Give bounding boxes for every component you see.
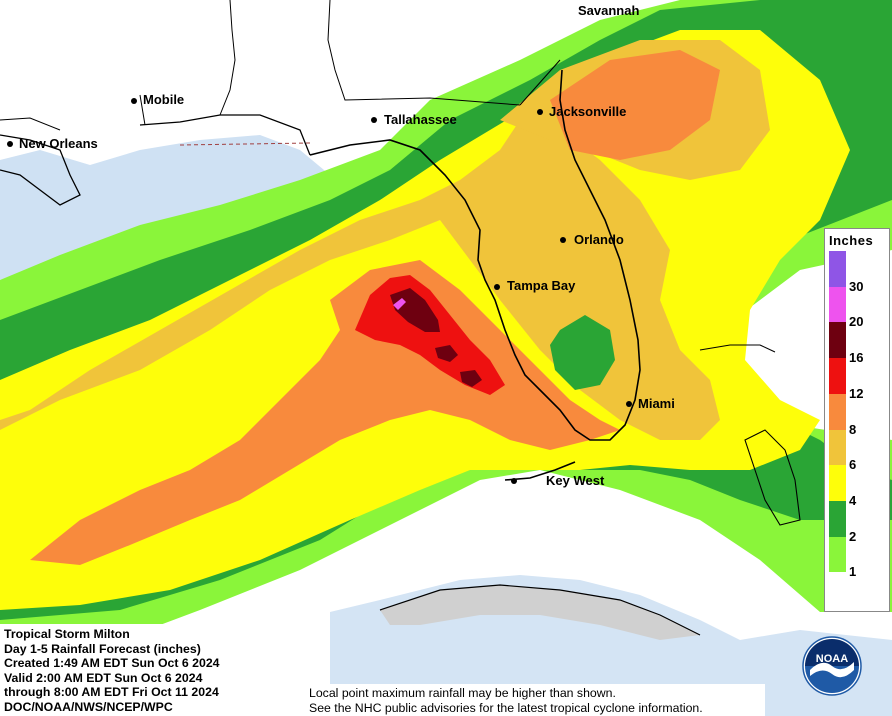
city-dot-key-west (511, 478, 517, 484)
city-dot-orlando (560, 237, 566, 243)
noaa-logo: NOAA (802, 636, 862, 696)
legend-tick-label: 2 (849, 528, 857, 544)
legend-swatch (829, 322, 846, 359)
city-tampa-bay: Tampa Bay (507, 278, 576, 293)
cuba-land (380, 585, 700, 640)
legend-color-bar (829, 251, 846, 609)
city-dot-tampa-bay (494, 284, 500, 290)
rain-band-8in (30, 260, 620, 565)
city-orlando: Orlando (574, 232, 624, 247)
note-line-2: See the NHC public advisories for the la… (309, 700, 703, 715)
legend-swatch (829, 251, 846, 288)
legend-tick-label: 20 (849, 314, 864, 330)
city-miami: Miami (638, 396, 675, 411)
city-new-orleans: New Orleans (19, 136, 98, 151)
forecast-title: Day 1-5 Rainfall Forecast (inches) (4, 641, 201, 656)
created-time: Created 1:49 AM EDT Sun Oct 6 2024 (4, 656, 220, 671)
legend-tick-label: 12 (849, 385, 864, 401)
city-dot-jacksonville (537, 109, 543, 115)
city-key-west: Key West (546, 473, 605, 488)
legend-swatch (829, 393, 846, 430)
rain-band-6in-gulf (0, 120, 720, 440)
advisory-note: Local point maximum rainfall may be high… (305, 684, 765, 716)
city-dot-mobile (131, 98, 137, 104)
rain-band-8in-northeast (550, 50, 720, 160)
city-savannah: Savannah (578, 3, 640, 18)
valid-from: Valid 2:00 AM EDT Sun Oct 6 2024 (4, 670, 203, 685)
rainfall-legend: Inches 30 20 16 12 8 6 4 2 1 (824, 228, 890, 612)
legend-tick-label: 6 (849, 457, 857, 473)
legend-title: Inches (829, 233, 874, 248)
city-dot-new-orleans (7, 141, 13, 147)
city-mobile: Mobile (143, 92, 185, 107)
legend-swatch (829, 536, 846, 573)
lake-okeechobee-area (550, 315, 615, 390)
city-tallahassee: Tallahassee (384, 112, 457, 127)
legend-swatch (829, 429, 846, 466)
rain-band-20in (393, 298, 406, 310)
legend-tick-label: 4 (849, 492, 857, 508)
gulf-water-north (0, 135, 330, 280)
city-dot-miami (626, 401, 632, 407)
maritime-boundary (179, 142, 311, 146)
valid-through: through 8:00 AM EDT Fri Oct 11 2024 (4, 685, 219, 700)
rain-band-12in (355, 275, 505, 395)
cuba-coastline (379, 584, 701, 636)
legend-tick-label: 16 (849, 350, 864, 366)
rain-band-16in-b (435, 345, 458, 362)
forecast-info-box: Tropical Storm Milton Day 1-5 Rainfall F… (0, 624, 302, 716)
gulf-coastline (0, 114, 311, 206)
legend-tick-label: 30 (849, 278, 864, 294)
legend-tick-label: 8 (849, 421, 857, 437)
noaa-logo-text: NOAA (816, 653, 848, 665)
legend-swatch (829, 286, 846, 323)
state-borders (0, 0, 561, 131)
note-line-1: Local point maximum rainfall may be high… (309, 686, 616, 700)
legend-tick-label: 1 (849, 564, 857, 580)
legend-swatch (829, 572, 846, 609)
legend-swatch (829, 500, 846, 538)
legend-swatch (829, 465, 846, 502)
legend-swatch (829, 358, 846, 395)
city-dot-tallahassee (371, 117, 377, 123)
florida-coastline (309, 69, 641, 481)
agency-credit: DOC/NOAA/NWS/NCEP/WPC (4, 699, 173, 714)
rain-band-16in-c (460, 370, 482, 387)
bahamas-outline (699, 344, 801, 526)
city-jacksonville: Jacksonville (549, 104, 627, 119)
storm-name: Tropical Storm Milton (4, 627, 130, 641)
